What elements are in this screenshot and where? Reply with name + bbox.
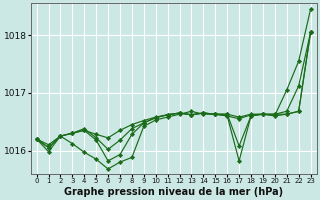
X-axis label: Graphe pression niveau de la mer (hPa): Graphe pression niveau de la mer (hPa)	[64, 187, 283, 197]
